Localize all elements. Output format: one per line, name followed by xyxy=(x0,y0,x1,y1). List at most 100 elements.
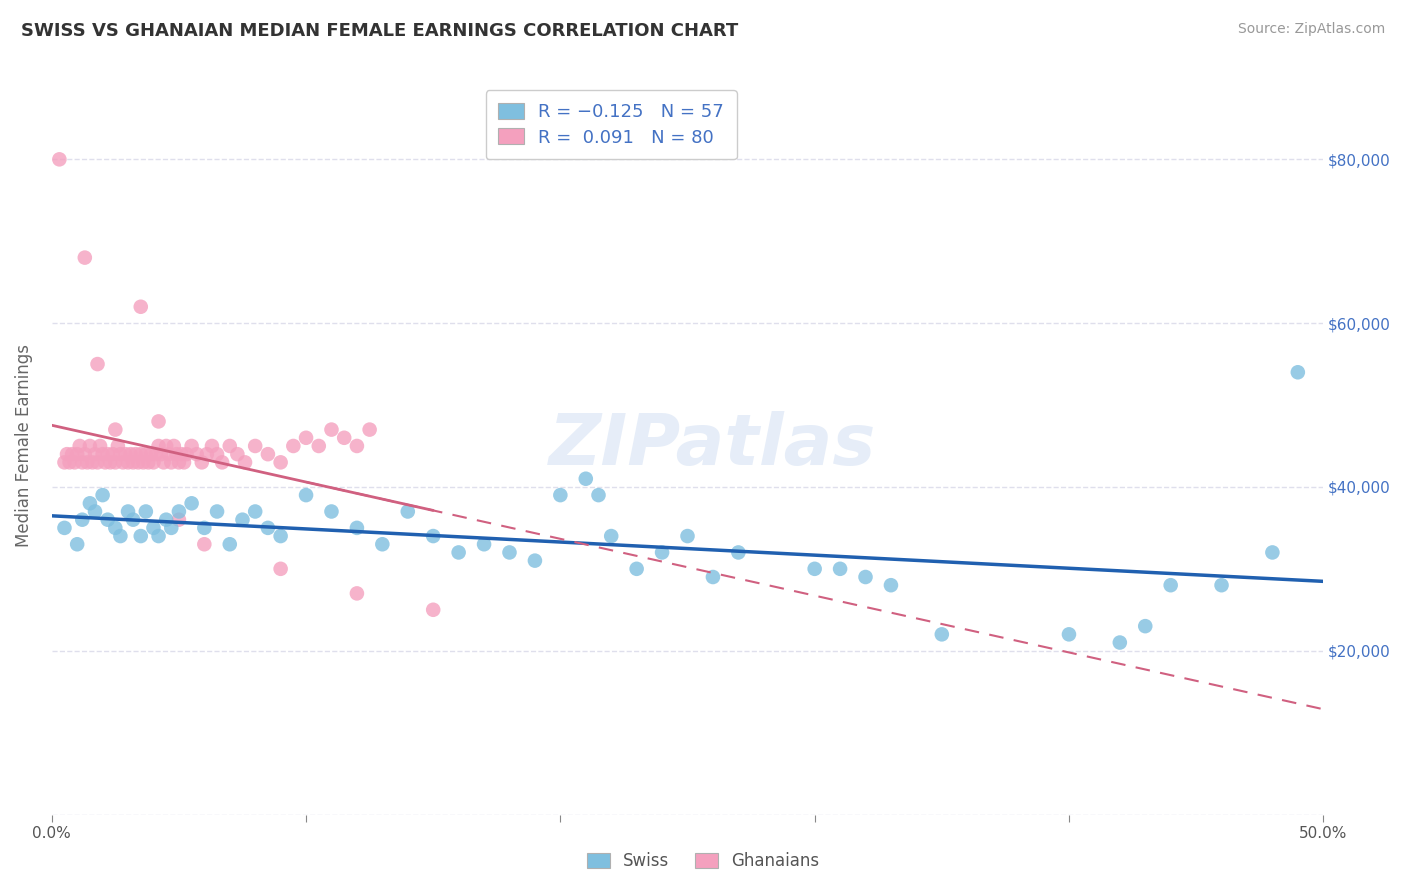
Point xyxy=(97,447,120,461)
Point xyxy=(53,521,76,535)
Point xyxy=(104,521,127,535)
Point xyxy=(270,455,292,469)
Point xyxy=(167,455,190,469)
Point xyxy=(195,447,218,461)
Point xyxy=(1135,619,1157,633)
Point xyxy=(89,439,111,453)
Point xyxy=(114,447,136,461)
Point xyxy=(676,529,699,543)
Point xyxy=(160,455,183,469)
Point xyxy=(651,545,673,559)
Point xyxy=(245,504,267,518)
Point xyxy=(72,455,94,469)
Point xyxy=(72,513,94,527)
Point xyxy=(167,504,190,518)
Point xyxy=(142,521,165,535)
Point xyxy=(155,513,177,527)
Y-axis label: Median Female Earnings: Median Female Earnings xyxy=(15,344,32,548)
Point xyxy=(359,423,381,437)
Point xyxy=(588,488,610,502)
Point xyxy=(48,153,70,167)
Point xyxy=(173,455,195,469)
Point xyxy=(218,537,240,551)
Point xyxy=(79,496,101,510)
Point xyxy=(122,513,145,527)
Point xyxy=(321,423,343,437)
Point xyxy=(727,545,749,559)
Point xyxy=(86,357,108,371)
Point xyxy=(56,447,79,461)
Point xyxy=(218,439,240,453)
Point xyxy=(110,529,132,543)
Point xyxy=(73,251,96,265)
Text: SWISS VS GHANAIAN MEDIAN FEMALE EARNINGS CORRELATION CHART: SWISS VS GHANAIAN MEDIAN FEMALE EARNINGS… xyxy=(21,22,738,40)
Point xyxy=(371,537,394,551)
Point xyxy=(191,455,214,469)
Point xyxy=(180,439,202,453)
Point xyxy=(117,504,139,518)
Point xyxy=(127,455,149,469)
Point xyxy=(1108,635,1130,649)
Point xyxy=(193,537,215,551)
Point xyxy=(148,414,170,428)
Point xyxy=(129,529,152,543)
Point xyxy=(73,447,96,461)
Point xyxy=(626,562,648,576)
Point xyxy=(333,431,356,445)
Point xyxy=(138,455,160,469)
Point xyxy=(91,488,114,502)
Point xyxy=(346,439,368,453)
Point xyxy=(58,455,80,469)
Point xyxy=(91,447,114,461)
Point xyxy=(66,447,89,461)
Point xyxy=(135,447,157,461)
Point xyxy=(931,627,953,641)
Point xyxy=(142,455,165,469)
Point xyxy=(830,562,852,576)
Point xyxy=(346,521,368,535)
Point xyxy=(155,439,177,453)
Point xyxy=(201,439,224,453)
Point xyxy=(82,455,104,469)
Point xyxy=(60,447,83,461)
Point xyxy=(139,447,162,461)
Point xyxy=(163,439,186,453)
Point xyxy=(152,455,174,469)
Point xyxy=(107,439,129,453)
Point xyxy=(295,431,318,445)
Point xyxy=(98,455,121,469)
Legend: Swiss, Ghanaians: Swiss, Ghanaians xyxy=(581,846,825,877)
Point xyxy=(170,447,193,461)
Point xyxy=(79,439,101,453)
Point xyxy=(129,300,152,314)
Point xyxy=(233,455,256,469)
Point xyxy=(110,447,132,461)
Point xyxy=(150,447,173,461)
Point xyxy=(122,455,145,469)
Text: ZIPatlas: ZIPatlas xyxy=(550,411,876,481)
Point xyxy=(211,455,233,469)
Point xyxy=(1160,578,1182,592)
Point xyxy=(600,529,623,543)
Point xyxy=(186,447,208,461)
Point xyxy=(226,447,249,461)
Point xyxy=(270,529,292,543)
Point xyxy=(1211,578,1233,592)
Point xyxy=(447,545,470,559)
Point xyxy=(575,472,598,486)
Point xyxy=(702,570,724,584)
Point xyxy=(205,504,228,518)
Point xyxy=(94,455,117,469)
Point xyxy=(69,439,91,453)
Point xyxy=(283,439,305,453)
Point xyxy=(76,455,98,469)
Point xyxy=(63,455,86,469)
Point xyxy=(257,521,280,535)
Point xyxy=(550,488,572,502)
Legend: R = −0.125   N = 57, R =  0.091   N = 80: R = −0.125 N = 57, R = 0.091 N = 80 xyxy=(486,90,737,159)
Point xyxy=(1057,627,1080,641)
Point xyxy=(231,513,253,527)
Point xyxy=(111,455,134,469)
Point xyxy=(422,603,444,617)
Point xyxy=(422,529,444,543)
